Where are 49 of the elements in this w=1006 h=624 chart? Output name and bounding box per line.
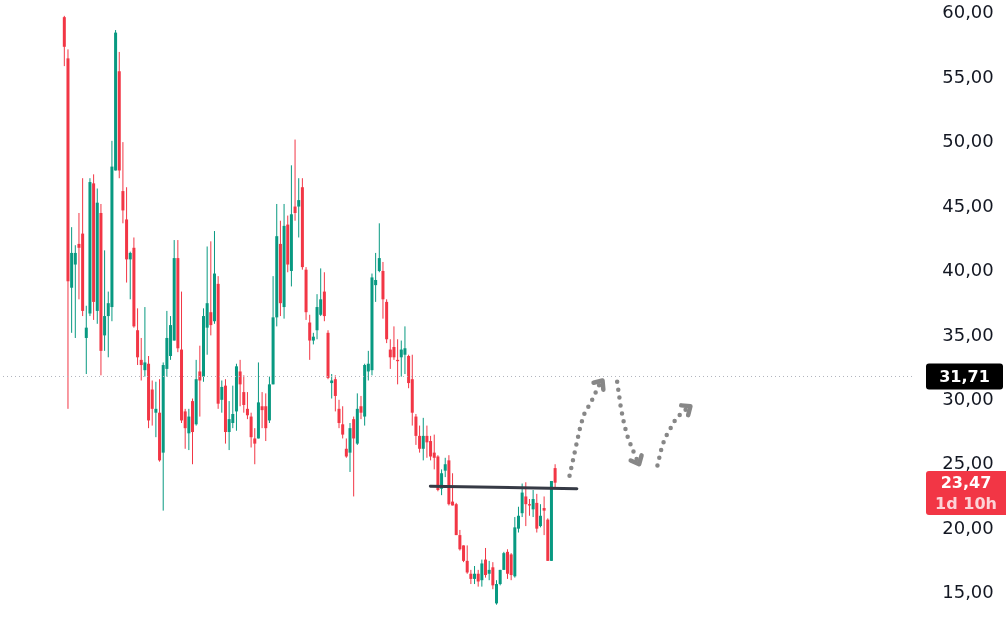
candlestick xyxy=(538,503,542,528)
candlestick xyxy=(502,551,506,571)
candlestick xyxy=(495,579,499,606)
y-tick-label: 25,00 xyxy=(942,452,994,474)
candlestick xyxy=(293,139,297,222)
candlestick xyxy=(388,338,392,370)
candlestick xyxy=(128,251,132,300)
candlestick xyxy=(531,489,535,518)
candlestick xyxy=(139,337,143,381)
candlestick xyxy=(403,325,407,375)
y-tick-label: 60,00 xyxy=(942,1,994,23)
candlestick xyxy=(154,381,158,438)
y-tick-label: 30,00 xyxy=(942,388,994,410)
candlestick xyxy=(344,437,348,459)
candlestick xyxy=(491,561,495,590)
candlestick xyxy=(443,457,447,478)
y-tick-label: 45,00 xyxy=(942,194,994,216)
candlestick xyxy=(220,379,224,414)
price-label: 23,47 1d 10h xyxy=(926,471,1006,516)
y-tick-label: 20,00 xyxy=(942,516,994,538)
candlestick xyxy=(473,565,477,585)
candlestick xyxy=(297,177,301,238)
candlestick xyxy=(506,548,509,580)
candlestick xyxy=(487,560,491,581)
candlestick xyxy=(425,425,429,459)
y-tick-label: 35,00 xyxy=(942,323,994,345)
ref-line-label: 31,71 xyxy=(939,367,990,387)
candlestick xyxy=(359,395,363,420)
candlestick xyxy=(260,391,264,429)
candlestick xyxy=(333,374,337,412)
candlestick xyxy=(377,222,381,273)
y-tick-label: 55,00 xyxy=(942,65,994,87)
candlestick xyxy=(524,481,528,527)
y-tick-label: 15,00 xyxy=(942,581,994,603)
candlestick xyxy=(264,392,268,442)
y-tick-label: 50,00 xyxy=(942,130,994,152)
candlestick xyxy=(480,559,484,588)
candlestick xyxy=(509,552,513,581)
y-tick-label: 40,00 xyxy=(942,259,994,281)
candlestick xyxy=(198,345,202,418)
candlestick xyxy=(330,373,334,400)
candlestick xyxy=(553,463,557,488)
candlestick xyxy=(352,416,356,497)
candlestick xyxy=(103,249,107,352)
candlestick xyxy=(73,244,77,339)
candlestick xyxy=(421,417,425,461)
candlestick xyxy=(209,240,213,336)
candlestick xyxy=(143,306,147,378)
candlestick xyxy=(187,408,191,451)
